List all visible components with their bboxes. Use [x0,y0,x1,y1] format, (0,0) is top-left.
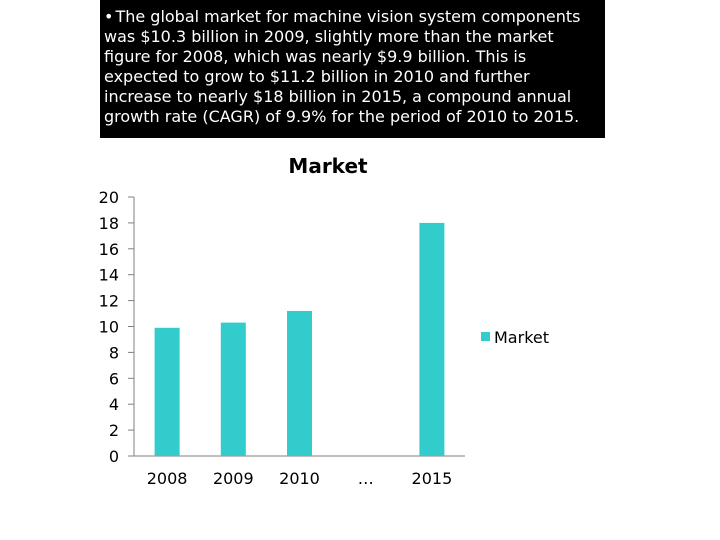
x-tick-label: … [358,469,374,488]
y-tick-label: 16 [99,240,119,259]
legend: Market [481,328,549,347]
x-tick-label: 2015 [412,469,453,488]
bullet-icon: • [104,7,114,26]
y-tick-label: 10 [99,318,119,337]
y-tick-label: 4 [109,395,119,414]
y-tick-label: 18 [99,214,119,233]
bars-group [154,222,445,456]
chart-title: Market [288,154,368,178]
legend-label: Market [494,328,549,347]
y-axis: 0 2 4 6 8 10 12 14 16 18 20 [99,188,134,466]
y-tick-label: 12 [99,292,119,311]
x-tick-label: 2008 [147,469,188,488]
y-tick-label: 0 [109,447,119,466]
bullet-text-box: • The global market for machine vision sy… [100,0,605,138]
bar-2015 [419,222,445,456]
bar-2008 [154,327,180,456]
y-tick-label: 6 [109,369,119,388]
bullet-text: The global market for machine vision sys… [104,7,581,126]
y-tick-label: 2 [109,421,119,440]
bar-2009 [220,322,246,456]
legend-swatch [481,332,490,341]
bar-2010 [287,310,312,456]
y-tick-label: 14 [99,266,119,285]
y-tick-label: 8 [109,343,119,362]
y-tick-label: 20 [99,188,119,207]
x-axis: 2008 2009 2010 … 2015 [147,469,453,488]
x-tick-label: 2010 [279,469,320,488]
x-tick-label: 2009 [213,469,254,488]
